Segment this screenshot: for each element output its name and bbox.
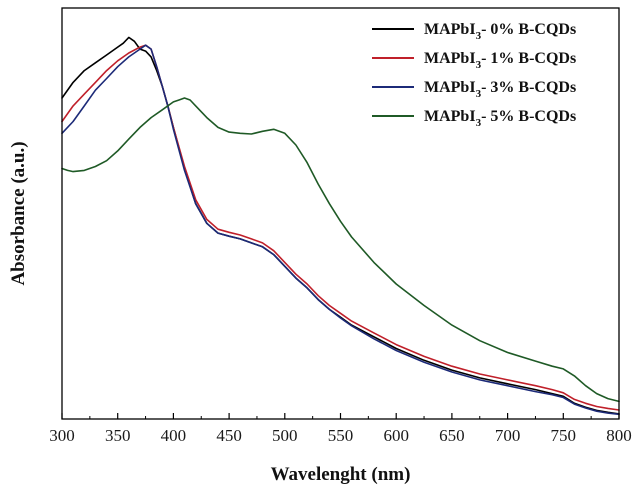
legend-label-2: MAPbI3- 3% B-CQDs bbox=[424, 79, 576, 100]
legend-label-main: MAPbI bbox=[424, 21, 476, 38]
x-tick-label: 600 bbox=[383, 426, 409, 445]
x-axis-ticks: 300 350 400 450 500 550 600 650 700 750 800 bbox=[49, 413, 632, 445]
x-tick-label: 400 bbox=[161, 426, 187, 445]
legend-label-main: MAPbI bbox=[424, 79, 476, 96]
legend-label-3: MAPbI3- 5% B-CQDs bbox=[424, 108, 576, 129]
legend-label-subscript: 3 bbox=[476, 88, 482, 100]
x-tick-label: 750 bbox=[551, 426, 577, 445]
series-line-1 bbox=[61, 44, 620, 411]
x-tick-label: 300 bbox=[49, 426, 75, 445]
legend-label-rest: - 1% B-CQDs bbox=[481, 50, 576, 67]
legend-label-main: MAPbI bbox=[424, 108, 476, 125]
x-tick-label: 650 bbox=[439, 426, 465, 445]
y-axis-title: Absorbance (a.u.) bbox=[8, 141, 29, 285]
x-tick-label: 450 bbox=[216, 426, 242, 445]
x-tick-label: 550 bbox=[328, 426, 354, 445]
legend-label-subscript: 3 bbox=[476, 117, 482, 129]
legend-label-rest: - 5% B-CQDs bbox=[481, 108, 576, 125]
legend-label-subscript: 3 bbox=[476, 59, 482, 71]
x-tick-label: 500 bbox=[272, 426, 298, 445]
x-tick-label: 700 bbox=[495, 426, 521, 445]
legend-label-subscript: 3 bbox=[476, 30, 482, 42]
series-line-2 bbox=[61, 44, 620, 416]
series-line-3 bbox=[61, 97, 620, 403]
legend-label-rest: - 3% B-CQDs bbox=[481, 79, 576, 96]
x-tick-label: 800 bbox=[606, 426, 632, 445]
legend-label-main: MAPbI bbox=[424, 50, 476, 67]
legend-label-1: MAPbI3- 1% B-CQDs bbox=[424, 50, 576, 71]
series-lines bbox=[61, 36, 620, 416]
legend-label-rest: - 0% B-CQDs bbox=[481, 21, 576, 38]
legend-label-0: MAPbI3- 0% B-CQDs bbox=[424, 21, 576, 42]
x-tick-label: 350 bbox=[105, 426, 131, 445]
x-axis-title: Wavelenght (nm) bbox=[271, 464, 411, 485]
